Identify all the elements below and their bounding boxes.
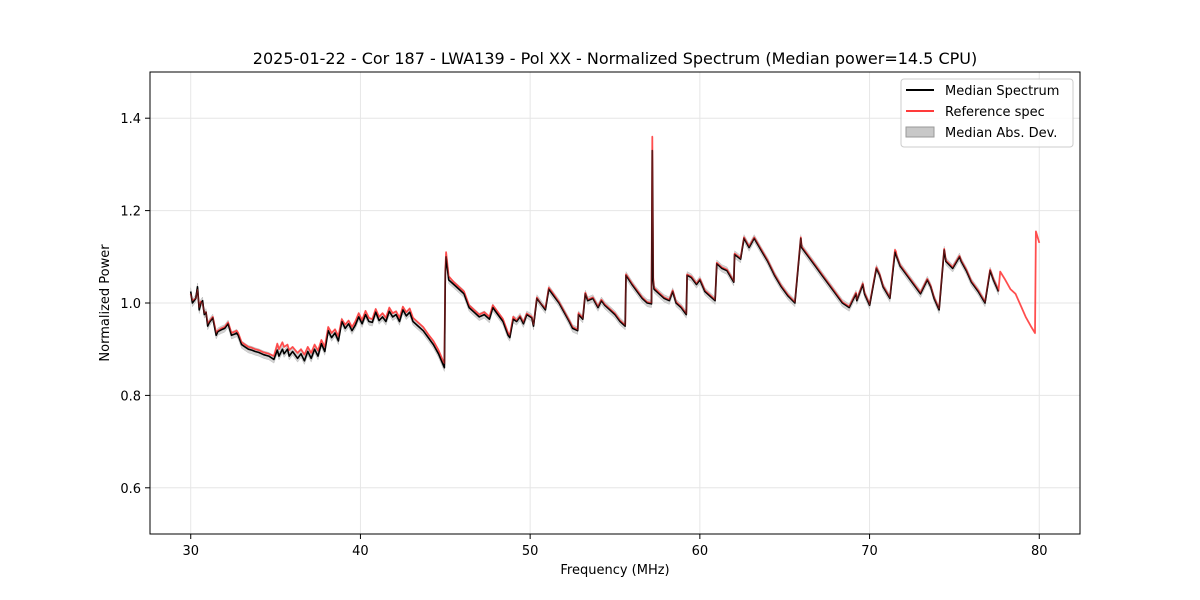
series-line-median-spectrum bbox=[189, 149, 1000, 369]
x-tick-label: 80 bbox=[1031, 544, 1048, 559]
chart-title: 2025-01-22 - Cor 187 - LWA139 - Pol XX -… bbox=[253, 49, 977, 68]
series-lines bbox=[189, 135, 1041, 369]
y-tick-label: 1.2 bbox=[120, 205, 141, 220]
x-tick-label: 40 bbox=[352, 544, 369, 559]
legend-swatch-median-abs-dev bbox=[905, 126, 935, 138]
x-tick-label: 30 bbox=[182, 544, 199, 559]
x-axis-label: Frequency (MHz) bbox=[560, 563, 669, 578]
legend-box bbox=[900, 78, 1074, 148]
x-tick-label: 70 bbox=[861, 544, 878, 559]
legend: Median Spectrum Reference spec Median Ab… bbox=[900, 78, 1074, 148]
axis-ticks: 30 40 50 60 70 80 0.6 0.8 1.0 1.2 1.4 bbox=[120, 112, 1047, 559]
y-tick-label: 1.0 bbox=[120, 297, 141, 312]
legend-label-median-abs-dev: Median Abs. Dev. bbox=[945, 126, 1057, 141]
series-line-reference-overlay bbox=[190, 136, 1040, 365]
legend-label-median-spectrum: Median Spectrum bbox=[945, 84, 1059, 99]
legend-label-reference-spec: Reference spec bbox=[945, 105, 1045, 120]
y-axis-label: Normalized Power bbox=[98, 244, 113, 362]
y-tick-label: 1.4 bbox=[120, 112, 141, 127]
x-tick-label: 60 bbox=[692, 544, 709, 559]
x-tick-label: 50 bbox=[522, 544, 539, 559]
y-tick-label: 0.8 bbox=[120, 389, 141, 404]
y-tick-label: 0.6 bbox=[120, 482, 141, 497]
